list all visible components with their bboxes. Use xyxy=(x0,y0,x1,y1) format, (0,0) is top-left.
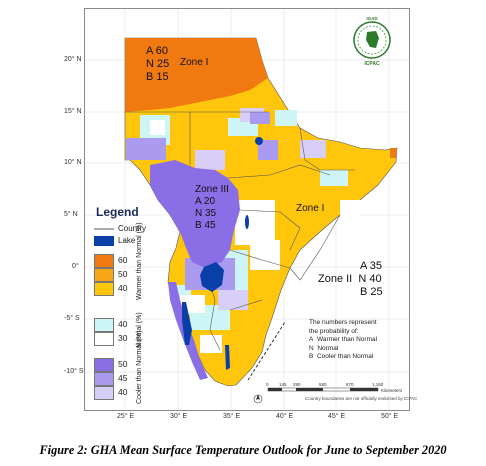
zone2-prob-b: B 25 xyxy=(360,286,383,298)
lake-tana xyxy=(255,137,263,145)
lon-label-50e: 50° E xyxy=(381,413,399,420)
legend-swatch-normal-40 xyxy=(94,318,114,332)
lat-label-10s: -10° S xyxy=(64,368,84,375)
legend-swatch-warmer-60 xyxy=(94,254,114,268)
zone1-north-probs: A 60 N 25 B 15 xyxy=(146,45,170,83)
region-cooler-50 xyxy=(150,160,240,268)
lat-label-5s: -5° S xyxy=(64,315,80,322)
zone3-label-block: Zone III A 20 N 35 B 45 xyxy=(195,184,229,231)
region-normal-30 xyxy=(150,120,360,353)
scale-tick-1160: 1,160 xyxy=(372,382,384,387)
map-frame xyxy=(84,8,410,411)
legend-swatch-cooler-45 xyxy=(94,372,114,386)
legend-lake-label: Lake xyxy=(118,236,136,245)
logo-label: ICPAC xyxy=(364,61,380,67)
lat-label-5n: 5° N xyxy=(64,211,78,218)
scale-tick-580: 580 xyxy=(319,382,327,387)
probability-note: The numbers represent the probability of… xyxy=(309,319,378,360)
legend-swatch-warmer-40 xyxy=(94,282,114,296)
country-borders xyxy=(125,111,355,351)
lon-label-45e: 45° E xyxy=(328,413,346,420)
zone1-east-label: Zone I xyxy=(296,203,325,214)
legend-swatch-normal-30 xyxy=(94,332,114,346)
legend-warmer-40: 40 xyxy=(118,283,128,293)
legend-normal-40: 40 xyxy=(118,319,128,329)
legend-cooler-45: 45 xyxy=(118,373,128,383)
legend-normal-30: 30 xyxy=(118,333,128,343)
legend-swatch-warmer-50 xyxy=(94,268,114,282)
lat-label-0: 0° xyxy=(72,263,79,270)
scale-bar xyxy=(267,387,379,392)
legend-warmer-label: Warmer than Normal (%) xyxy=(136,222,143,300)
lat-label-10n: 10° N xyxy=(64,159,82,166)
icpac-logo-icon xyxy=(353,21,391,59)
boundary-disclaimer: Country boundaries are not officially en… xyxy=(305,396,418,401)
lake-tanganyika xyxy=(182,302,192,345)
legend-swatch-cooler-40 xyxy=(94,386,114,400)
lon-label-35e: 35° E xyxy=(223,413,241,420)
scale-unit: Kilometers xyxy=(381,388,403,393)
scale-tick-0: 0 xyxy=(266,382,269,387)
lake-victoria xyxy=(200,262,224,292)
legend-lake-swatch xyxy=(94,236,114,246)
lon-label-30e: 30° E xyxy=(170,413,188,420)
lon-label-25e: 25° E xyxy=(117,413,135,420)
legend-warmer-50: 50 xyxy=(118,269,128,279)
legend-cooler-50: 50 xyxy=(118,359,128,369)
legend-country-label: Country xyxy=(118,224,147,233)
legend-cooler-40: 40 xyxy=(118,387,128,397)
lakes xyxy=(182,137,263,370)
legend-title: Legend xyxy=(96,205,139,219)
zone1-north-label: Zone I xyxy=(180,57,209,68)
lake-turkana xyxy=(245,215,249,229)
lat-label-15n: 15° N xyxy=(64,108,82,115)
scale-tick-870: 870 xyxy=(346,382,354,387)
lat-label-20n: 20° N xyxy=(64,56,82,63)
region-warmer-60 xyxy=(125,38,268,112)
zone-boundary-tick xyxy=(247,321,286,381)
legend-swatch-cooler-50 xyxy=(94,358,114,372)
zone2-probs: A 35 xyxy=(360,260,383,272)
lon-label-40e: 40° E xyxy=(276,413,294,420)
figure-caption: Figure 2: GHA Mean Surface Temperature O… xyxy=(39,443,447,457)
scale-tick-290: 290 xyxy=(293,382,301,387)
north-arrow-icon xyxy=(253,394,263,404)
legend-warmer-60: 60 xyxy=(118,255,128,265)
region-warmer-60-east xyxy=(390,148,396,158)
legend-cooler-label: Cooler than Normal (%) xyxy=(136,330,143,404)
lake-malawi xyxy=(225,345,230,370)
zone2-label-row: Zone II N 40 xyxy=(318,273,382,285)
scale-tick-145: 145 xyxy=(279,382,287,387)
logo-top-label: IGAD xyxy=(366,16,378,21)
